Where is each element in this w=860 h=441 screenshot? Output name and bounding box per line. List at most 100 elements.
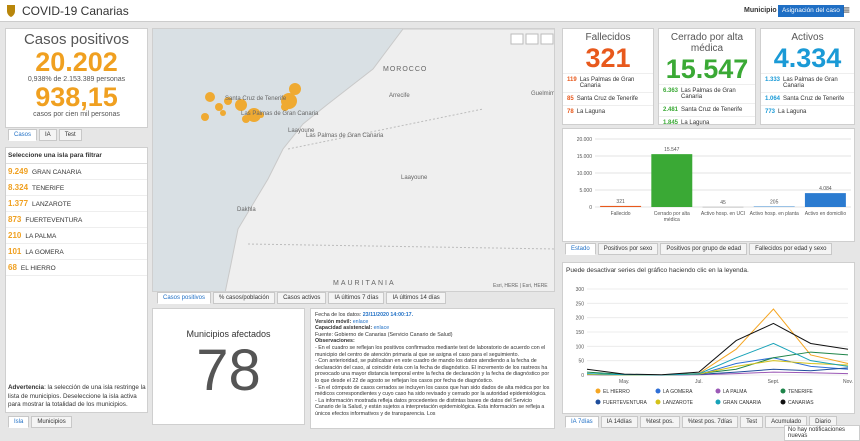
kpi-row: 85 Santa Cruz de Tenerife: [563, 92, 653, 105]
value: 23/11/2020 14:00:17.: [362, 312, 414, 318]
legend-marker[interactable]: [655, 399, 661, 405]
tab[interactable]: Positivos por grupo de edad: [660, 243, 748, 255]
tab[interactable]: IA: [39, 129, 57, 141]
tab[interactable]: Estado: [565, 243, 596, 255]
notes-care: Capacidad asistencial: enlace: [315, 325, 550, 332]
island-value: 68: [8, 263, 17, 272]
island-name: EL HIERRO: [20, 265, 56, 272]
x-tick-label: Activo hosp. en UCI: [700, 211, 746, 217]
map-label: Laayoune: [288, 128, 315, 134]
map-tools: [510, 33, 554, 45]
tab[interactable]: Positivos por sexo: [597, 243, 659, 255]
notification: No hay notificaciones nuevas: [784, 425, 860, 441]
x-tick-label: Cerrado por alta médica: [653, 211, 690, 223]
legend-label[interactable]: LA PALMA: [723, 389, 747, 395]
tab[interactable]: Test: [58, 129, 82, 141]
menu-icon[interactable]: ≡: [843, 3, 851, 17]
notes-paragraph: - En el cómputo de casos cerrados se inc…: [315, 384, 550, 398]
tab[interactable]: IA 7días: [565, 416, 599, 428]
notes-level: Versión móvil: enlace: [315, 319, 550, 326]
map[interactable]: MOROCCO Arrecife Guelmim Santa Cruz de Tene…: [152, 28, 555, 292]
y-tick-label: 300: [576, 287, 585, 293]
legend-label[interactable]: LA GOMERA: [663, 389, 693, 395]
note-text: : la selección de una isla restringe la …: [8, 384, 146, 408]
tab[interactable]: Casos: [8, 129, 38, 141]
y-tick-label: 5.000: [579, 188, 592, 194]
notes-source: Fuente: Gobierno de Canarias (Servicio C…: [315, 331, 453, 338]
legend-label[interactable]: TENERIFE: [788, 389, 813, 395]
tab[interactable]: Casos activos: [277, 292, 327, 304]
legend-label[interactable]: EL HIERRO: [603, 389, 630, 395]
legend-marker[interactable]: [595, 388, 601, 394]
island-row[interactable]: 9.249 GRAN CANARIA: [6, 164, 147, 180]
kpi-value: 15.547: [665, 54, 749, 84]
legend-marker[interactable]: [780, 399, 786, 405]
assign-button[interactable]: Asignación del caso: [778, 5, 844, 17]
legend-label[interactable]: FUERTEVENTURA: [603, 400, 647, 406]
island-row[interactable]: 210 LA PALMA: [6, 228, 147, 244]
notes-obs-label: Observaciones:: [315, 338, 355, 345]
legend-marker[interactable]: [715, 388, 721, 394]
kpi-row-name: La Laguna: [681, 120, 710, 126]
tab[interactable]: %test pos. 7días: [681, 416, 739, 428]
chart-subtitle: Puede desactivar series del gráfico haci…: [566, 267, 749, 274]
tab[interactable]: Test: [740, 416, 764, 428]
app-title: COVID-19 Canarias: [22, 4, 129, 18]
island-row[interactable]: 101 LA GOMERA: [6, 244, 147, 260]
filter-label: Municipio: [744, 7, 777, 14]
legend-label[interactable]: GRAN CANARIA: [723, 400, 762, 406]
island-row[interactable]: 68 EL HIERRO: [6, 260, 147, 276]
kpi-row: 1.845 La Laguna: [659, 116, 755, 129]
y-tick-label: 0: [581, 373, 584, 379]
y-tick-label: 100: [576, 344, 585, 350]
link[interactable]: enlace: [352, 318, 369, 325]
legend-marker[interactable]: [655, 388, 661, 394]
tab[interactable]: IA últimos 14 días: [386, 292, 446, 304]
y-tick-label: 250: [576, 301, 585, 307]
line: [586, 322, 849, 376]
tab[interactable]: %test pos.: [639, 416, 680, 428]
kpi-row-value: 1.845: [663, 120, 679, 126]
value-label: 205: [770, 199, 779, 205]
bar[interactable]: [600, 205, 642, 207]
legend-marker[interactable]: [780, 388, 786, 394]
kpi-panel: Activos 4.334 1.333 Las Palmas de Gran Cana…: [760, 28, 855, 125]
link[interactable]: enlace: [373, 325, 390, 332]
kpi-row-value: 773: [765, 109, 776, 115]
legend-label[interactable]: LANZAROTE: [663, 400, 694, 406]
kpi-row: 1.064 Santa Cruz de Tenerife: [761, 92, 854, 105]
header: COVID-19 Canarias Municipio Asignación d…: [0, 0, 860, 22]
bar[interactable]: [702, 206, 744, 208]
island-row[interactable]: 8.324 TENERIFE: [6, 180, 147, 196]
kpi-row: 773 La Laguna: [761, 105, 854, 118]
notes-paragraphs: - En el cuadro se reflejan los positivos…: [315, 345, 550, 418]
tab[interactable]: IA últimos 7 días: [328, 292, 385, 304]
island-value: 210: [8, 231, 22, 240]
tab[interactable]: Casos positivos: [157, 292, 212, 304]
status-svg: 0 5.000 10.000 15.000 20.000 321 15.547 45 205 4.…: [577, 137, 851, 211]
island-row[interactable]: 873 FUERTEVENTURA: [6, 212, 147, 228]
y-tick-label: 200: [576, 316, 585, 322]
island-value: 8.324: [8, 183, 29, 192]
legend-marker[interactable]: [715, 399, 721, 405]
tab[interactable]: Fallecidos por edad y sexo: [749, 243, 833, 255]
kpi-row-name: Santa Cruz de Tenerife: [783, 96, 845, 102]
legend-marker[interactable]: [595, 399, 601, 405]
island-name: LA GOMERA: [25, 249, 64, 256]
island-value: 9.249: [8, 167, 29, 176]
kpi-row: 119 Las Palmas de Gran Canaria: [563, 73, 653, 92]
notes-date: Fecha de los datos: 23/11/2020 14:00:17.: [315, 312, 550, 319]
value-label: 15.547: [664, 147, 680, 153]
tab[interactable]: Municipios: [31, 416, 72, 428]
note-label: Advertencia: [8, 384, 45, 391]
tab[interactable]: % casos/población: [213, 292, 276, 304]
cases-percent: 0,938% de 2.153.389 personas: [27, 76, 126, 83]
x-tick-label: Activo en domicilio: [804, 211, 847, 217]
bar[interactable]: [651, 154, 693, 207]
bar[interactable]: [804, 193, 846, 207]
tab[interactable]: Isla: [8, 416, 30, 428]
island-row[interactable]: 1.377 LANZAROTE: [6, 196, 147, 212]
tab[interactable]: IA 14días: [600, 416, 638, 428]
bar[interactable]: [753, 206, 795, 207]
legend-label[interactable]: CANARIAS: [788, 400, 814, 406]
